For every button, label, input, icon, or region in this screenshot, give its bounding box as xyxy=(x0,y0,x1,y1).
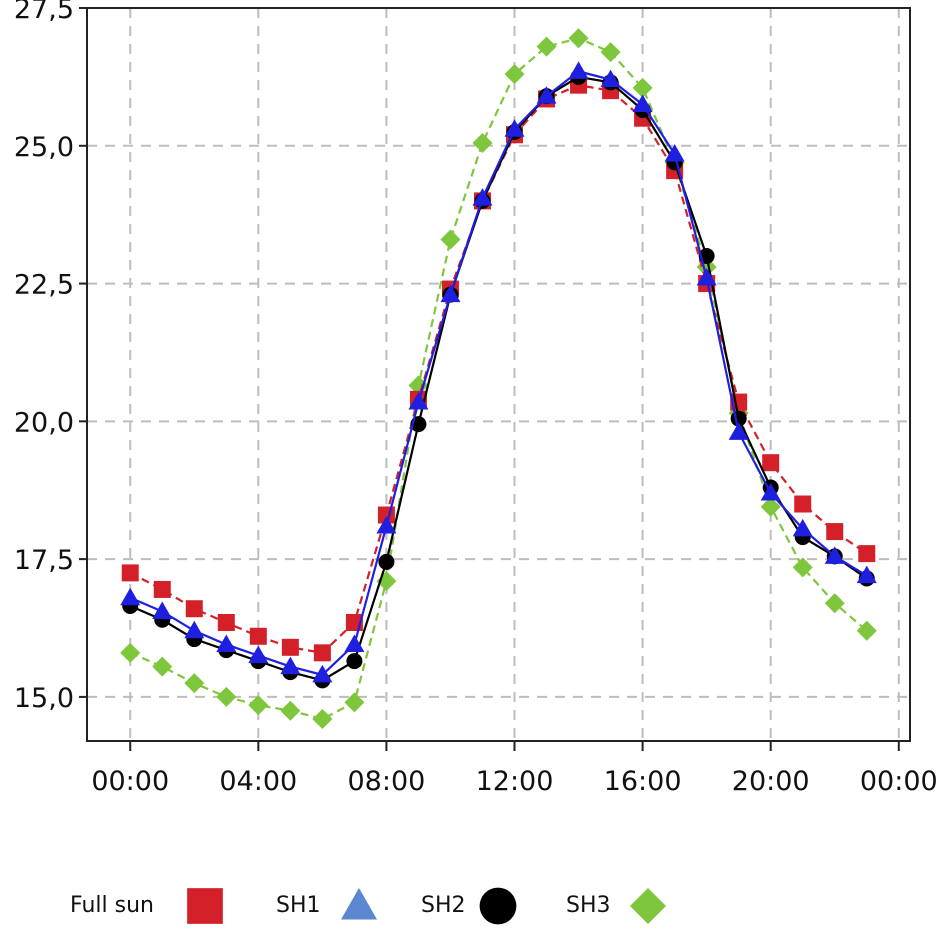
axis-ticks: 00:00 04:00 08:00 12:00 16:00 20:00 00:00 15,0 1… xyxy=(14,0,938,797)
data-point xyxy=(600,42,621,63)
grid-lines xyxy=(87,7,910,741)
data-point xyxy=(185,600,203,618)
data-point xyxy=(184,620,205,639)
legend: Full sun SH1 SH2 SH3 xyxy=(70,887,666,925)
y-tick-label: 17,5 xyxy=(14,545,74,576)
y-tick-label: 25,0 xyxy=(14,132,74,163)
legend-marker xyxy=(187,888,223,924)
data-point xyxy=(568,28,589,49)
data-point xyxy=(856,565,877,584)
data-point xyxy=(248,645,269,664)
data-point xyxy=(378,553,395,570)
data-point xyxy=(632,77,653,98)
x-tick-label: 12:00 xyxy=(476,766,554,797)
series-line xyxy=(129,37,868,721)
legend-label: SH1 xyxy=(276,893,321,918)
x-tick-label: 08:00 xyxy=(348,766,426,797)
data-point xyxy=(216,686,237,707)
legend-label: SH2 xyxy=(421,893,466,918)
data-point xyxy=(249,627,267,645)
data-point xyxy=(568,61,589,79)
series-sh3 xyxy=(120,28,877,729)
data-point xyxy=(760,496,781,517)
data-point xyxy=(216,634,237,653)
x-tick-label: 16:00 xyxy=(604,766,682,797)
legend-label: SH3 xyxy=(566,893,611,918)
data-point xyxy=(376,516,397,534)
data-point xyxy=(152,601,173,619)
x-tick-label: 20:00 xyxy=(732,766,810,797)
data-point xyxy=(344,634,365,653)
data-point xyxy=(536,36,557,57)
data-point xyxy=(760,482,781,501)
data-point xyxy=(794,495,812,513)
data-point xyxy=(344,692,365,713)
x-tick-label: 00:00 xyxy=(860,766,938,797)
data-point xyxy=(792,518,813,537)
legend-item: SH2 xyxy=(421,887,517,925)
legend-marker xyxy=(630,888,666,924)
y-tick-label: 27,5 xyxy=(14,0,74,25)
data-point xyxy=(312,708,333,729)
y-tick-label: 15,0 xyxy=(14,683,74,714)
data-point xyxy=(472,188,493,206)
legend-marker xyxy=(479,887,517,925)
data-point xyxy=(664,144,685,162)
legend-marker xyxy=(341,888,377,920)
data-point xyxy=(153,580,171,598)
data-point xyxy=(217,614,235,632)
data-point xyxy=(280,700,301,721)
data-point xyxy=(120,587,141,606)
data-point xyxy=(824,546,845,564)
series-line xyxy=(129,70,868,677)
legend-label: Full sun xyxy=(70,893,154,918)
data-point xyxy=(120,642,141,663)
legend-item: Full sun xyxy=(70,888,223,924)
data-point xyxy=(826,523,844,541)
series-line xyxy=(129,75,868,682)
data-point xyxy=(632,94,653,112)
data-point xyxy=(536,86,557,104)
y-tick-label: 22,5 xyxy=(14,270,74,301)
plot-frame xyxy=(86,7,911,742)
data-point xyxy=(504,64,525,85)
data-point xyxy=(440,229,461,250)
data-point xyxy=(728,422,749,440)
data-point xyxy=(152,656,173,677)
data-point xyxy=(408,375,429,396)
data-point xyxy=(312,664,333,683)
data-point xyxy=(856,620,877,641)
y-tick-label: 20,0 xyxy=(14,407,74,438)
data-point xyxy=(440,284,461,303)
series-line xyxy=(129,84,868,654)
data-point xyxy=(346,653,363,670)
data-point xyxy=(824,593,845,614)
data-point xyxy=(858,545,876,563)
x-tick-label: 00:00 xyxy=(91,766,169,797)
data-point xyxy=(281,638,299,656)
data-point xyxy=(696,268,717,286)
data-point xyxy=(313,644,331,662)
series-layer xyxy=(120,28,877,729)
data-point xyxy=(792,557,813,578)
data-point xyxy=(184,673,205,694)
legend-item: SH3 xyxy=(566,888,666,924)
data-point xyxy=(121,564,139,582)
data-point xyxy=(504,119,525,137)
data-point xyxy=(472,133,493,154)
legend-item: SH1 xyxy=(276,888,377,920)
data-point xyxy=(408,392,429,410)
data-point xyxy=(600,69,621,88)
data-point xyxy=(280,656,301,675)
series-sh1 xyxy=(120,61,877,683)
x-tick-label: 04:00 xyxy=(219,766,297,797)
data-point xyxy=(248,695,269,716)
data-point xyxy=(762,454,780,472)
